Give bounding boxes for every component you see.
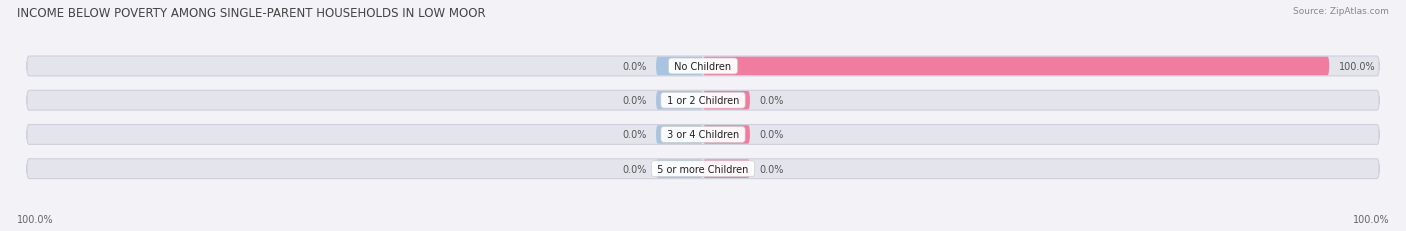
Text: 100.0%: 100.0% [1339,62,1375,72]
Text: No Children: No Children [672,62,734,72]
Text: 5 or more Children: 5 or more Children [654,164,752,174]
Text: 0.0%: 0.0% [759,96,783,106]
FancyBboxPatch shape [703,91,749,110]
FancyBboxPatch shape [657,58,703,76]
FancyBboxPatch shape [703,58,1329,76]
Text: 0.0%: 0.0% [623,164,647,174]
FancyBboxPatch shape [27,91,1379,111]
FancyBboxPatch shape [27,125,1379,145]
Text: 0.0%: 0.0% [759,164,783,174]
FancyBboxPatch shape [657,126,703,144]
Text: 0.0%: 0.0% [623,62,647,72]
Text: 0.0%: 0.0% [759,130,783,140]
Text: 100.0%: 100.0% [17,214,53,224]
Text: INCOME BELOW POVERTY AMONG SINGLE-PARENT HOUSEHOLDS IN LOW MOOR: INCOME BELOW POVERTY AMONG SINGLE-PARENT… [17,7,485,20]
FancyBboxPatch shape [703,126,749,144]
Text: Source: ZipAtlas.com: Source: ZipAtlas.com [1294,7,1389,16]
Text: 0.0%: 0.0% [623,96,647,106]
FancyBboxPatch shape [703,160,749,178]
Text: 100.0%: 100.0% [1353,214,1389,224]
FancyBboxPatch shape [27,159,1379,179]
Text: 3 or 4 Children: 3 or 4 Children [664,130,742,140]
FancyBboxPatch shape [27,57,1379,76]
FancyBboxPatch shape [657,160,703,178]
Text: 0.0%: 0.0% [623,130,647,140]
FancyBboxPatch shape [657,91,703,110]
Text: 1 or 2 Children: 1 or 2 Children [664,96,742,106]
